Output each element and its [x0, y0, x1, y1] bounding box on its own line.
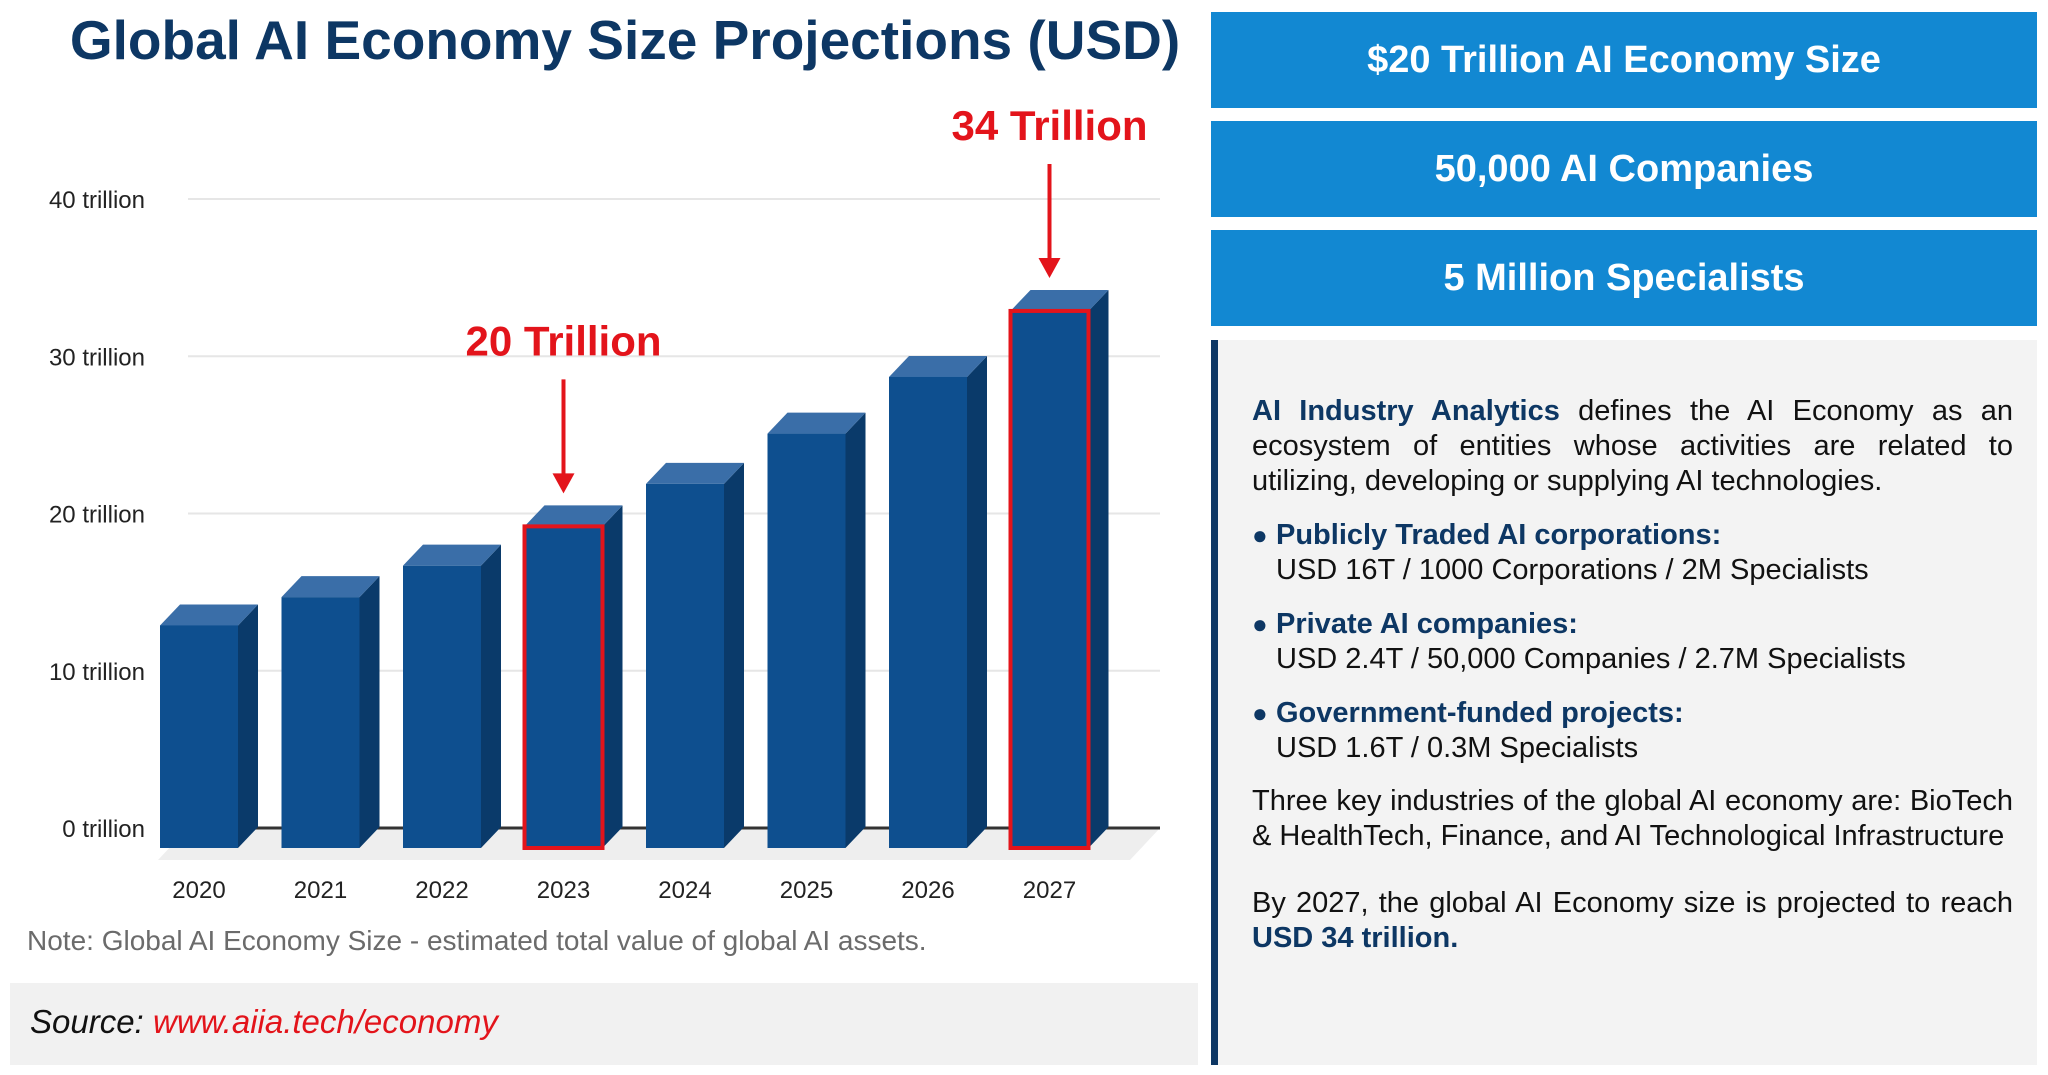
bar-2022 — [403, 565, 481, 848]
source-link[interactable]: www.aiia.tech/economy — [153, 1003, 498, 1040]
x-tick-label: 2025 — [780, 877, 833, 904]
bar-top-2023 — [524, 505, 623, 527]
bar-side-2024 — [724, 462, 744, 848]
bullet-government: ● Government-funded projects: USD 1.6T /… — [1252, 696, 2013, 766]
bar-side-2026 — [967, 355, 987, 848]
chart-title: Global AI Economy Size Projections (USD) — [69, 9, 1181, 71]
x-tick-label: 2021 — [294, 877, 347, 904]
bullet-public: ● Publicly Traded AI corporations: USD 1… — [1252, 518, 2013, 588]
stat-ai-companies: 50,000 AI Companies — [1211, 121, 2037, 217]
bullet-private: ● Private AI companies: USD 2.4T / 50,00… — [1252, 607, 2013, 677]
industries-paragraph: Three key industries of the global AI ec… — [1252, 785, 2013, 852]
annotation-arrow-head — [1038, 257, 1061, 278]
projection-paragraph: By 2027, the global AI Economy size is p… — [1252, 886, 2013, 956]
annotation-label: 20 Trillion — [465, 317, 661, 364]
info-panel: AI Industry Analytics defines the AI Eco… — [1211, 340, 2037, 1065]
bar-side-2021 — [359, 576, 380, 848]
bullet-dot-icon: ● — [1252, 609, 1268, 639]
bar-top-2026 — [889, 355, 987, 377]
bar-2027 — [1008, 308, 1091, 850]
bullet-title: Publicly Traded AI corporations: — [1276, 519, 1722, 551]
stat-economy-size: $20 Trillion AI Economy Size — [1211, 12, 2037, 108]
source-bar: Source: www.aiia.tech/economy — [10, 983, 1198, 1065]
annotation-arrow-head — [552, 473, 575, 494]
bar-2026 — [889, 376, 967, 848]
bullet-dot-icon: ● — [1252, 520, 1268, 550]
x-tick-label: 2022 — [415, 877, 468, 904]
y-tick-label: 40 trillion — [49, 187, 145, 214]
y-tick-label: 0 trillion — [62, 816, 145, 843]
projection-text: By 2027, the global AI Economy size is p… — [1252, 887, 2013, 919]
bullet-detail: USD 16T / 1000 Corporations / 2M Special… — [1276, 554, 1869, 586]
bar-2024 — [646, 483, 724, 848]
bullet-title: Government-funded projects: — [1276, 697, 1684, 729]
bar-top-2021 — [281, 576, 380, 598]
bar-top-2024 — [646, 462, 744, 484]
bar-top-2027 — [1010, 289, 1109, 311]
source-label: Source: — [30, 1003, 144, 1040]
bar-side-2025 — [845, 412, 866, 848]
bar-top-2025 — [767, 412, 866, 434]
bar-2025 — [767, 433, 846, 848]
y-tick-label: 20 trillion — [49, 502, 145, 529]
intro-text: defines the AI Economy as an ecosystem o… — [1252, 395, 2013, 497]
x-tick-label: 2024 — [658, 877, 711, 904]
annotation-label: 34 Trillion — [951, 102, 1147, 149]
x-tick-label: 2020 — [172, 877, 225, 904]
x-tick-label: 2023 — [537, 877, 590, 904]
bullet-detail: USD 2.4T / 50,000 Companies / 2.7M Speci… — [1276, 643, 1906, 675]
brand-name: AI Industry Analytics — [1252, 395, 1560, 427]
intro-paragraph: AI Industry Analytics defines the AI Eco… — [1252, 394, 2013, 499]
bar-side-2023 — [602, 505, 623, 848]
y-tick-label: 10 trillion — [49, 659, 145, 686]
bullet-dot-icon: ● — [1252, 698, 1268, 728]
bar-side-2020 — [238, 604, 258, 848]
bar-top-2022 — [403, 544, 501, 566]
y-tick-label: 30 trillion — [49, 344, 145, 371]
bar-side-2027 — [1088, 289, 1109, 848]
bar-chart: 0 trillion 10 trillion 20 trillion 30 trill… — [49, 102, 1160, 904]
x-tick-label: 2026 — [901, 877, 954, 904]
bar-side-2022 — [481, 544, 501, 848]
bar-2023 — [522, 524, 605, 850]
bar-2020 — [160, 625, 238, 848]
bar-2021 — [281, 597, 360, 848]
projection-value: USD 34 trillion. — [1252, 922, 1459, 954]
bullet-detail: USD 1.6T / 0.3M Specialists — [1276, 732, 1639, 764]
x-tick-label: 2027 — [1023, 877, 1076, 904]
bar-top-2020 — [160, 604, 258, 626]
stat-specialists: 5 Million Specialists — [1211, 230, 2037, 326]
chart-note: Note: Global AI Economy Size - estimated… — [27, 925, 927, 956]
bullet-title: Private AI companies: — [1276, 608, 1578, 640]
